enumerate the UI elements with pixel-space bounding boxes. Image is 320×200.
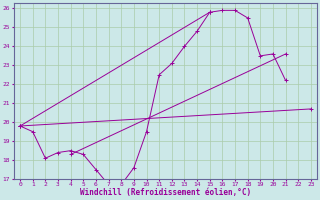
X-axis label: Windchill (Refroidissement éolien,°C): Windchill (Refroidissement éolien,°C) bbox=[80, 188, 251, 197]
